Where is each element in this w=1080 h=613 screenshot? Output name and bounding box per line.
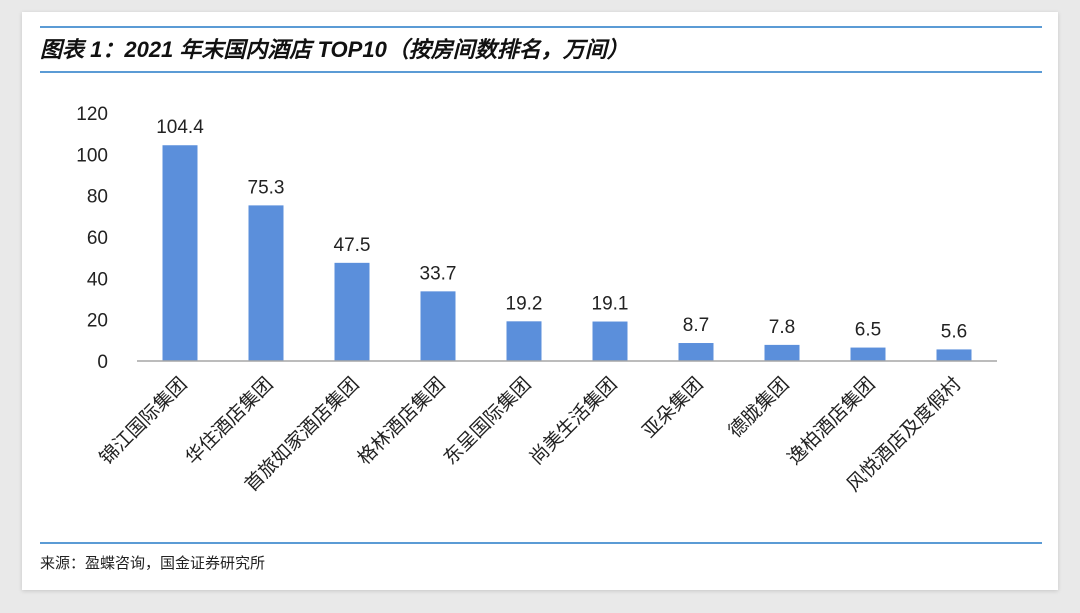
source-note: 来源：盈蝶咨询，国金证券研究所 <box>40 554 266 572</box>
x-tick-label: 格林酒店集团 <box>353 373 449 469</box>
data-label: 6.5 <box>855 320 881 341</box>
bar <box>764 344 800 361</box>
bars: 104.4 75.3 47.5 33.7 19.2 19.1 8.7 7.8 6.5 5.6 <box>156 117 972 361</box>
bar <box>506 321 542 361</box>
chart-card: 图表 1：2021 年末国内酒店 TOP10（按房间数排名，万间） 0 20 40 6… <box>22 12 1058 590</box>
bar <box>936 349 972 361</box>
x-tick-label: 锦江国际集团 <box>95 373 191 469</box>
data-label: 8.7 <box>683 315 709 336</box>
data-label: 75.3 <box>248 177 285 198</box>
y-tick-label: 20 <box>87 311 108 332</box>
y-tick-label: 100 <box>76 145 108 166</box>
bar-chart: 0 20 40 60 80 100 120 104.4 75.3 47.5 33.7 19.2 19.… <box>76 104 997 496</box>
x-tick-label: 尚美生活集团 <box>525 373 621 469</box>
source-rule <box>40 542 1042 544</box>
x-tick-label: 德胧集团 <box>724 373 793 442</box>
y-tick-label: 0 <box>97 352 108 373</box>
data-label: 33.7 <box>420 263 457 284</box>
x-tick-label: 逸柏酒店集团 <box>783 373 879 469</box>
chart-title: 图表 1：2021 年末国内酒店 TOP10（按房间数排名，万间） <box>40 37 629 62</box>
bar <box>420 291 456 361</box>
data-label: 104.4 <box>156 117 204 138</box>
bar <box>162 145 198 361</box>
bar <box>850 347 886 361</box>
data-label: 19.2 <box>506 293 543 314</box>
data-label: 19.1 <box>592 294 629 315</box>
data-label: 7.8 <box>769 317 795 338</box>
y-tick-label: 120 <box>76 104 108 125</box>
data-label: 47.5 <box>334 235 371 256</box>
bar <box>248 205 284 361</box>
bar <box>592 321 628 361</box>
bar <box>334 262 370 361</box>
title-rule-bottom <box>40 71 1042 73</box>
x-tick-label: 华住酒店集团 <box>181 373 277 469</box>
data-label: 5.6 <box>941 321 967 342</box>
bar <box>678 343 714 361</box>
x-tick-label: 亚朵集团 <box>638 373 707 442</box>
y-axis: 0 20 40 60 80 100 120 <box>76 104 108 373</box>
x-tick-label: 东呈国际集团 <box>439 373 535 469</box>
y-tick-label: 80 <box>87 187 108 208</box>
title-rule-top <box>40 26 1042 28</box>
y-tick-label: 60 <box>87 228 108 249</box>
y-tick-label: 40 <box>87 269 108 290</box>
